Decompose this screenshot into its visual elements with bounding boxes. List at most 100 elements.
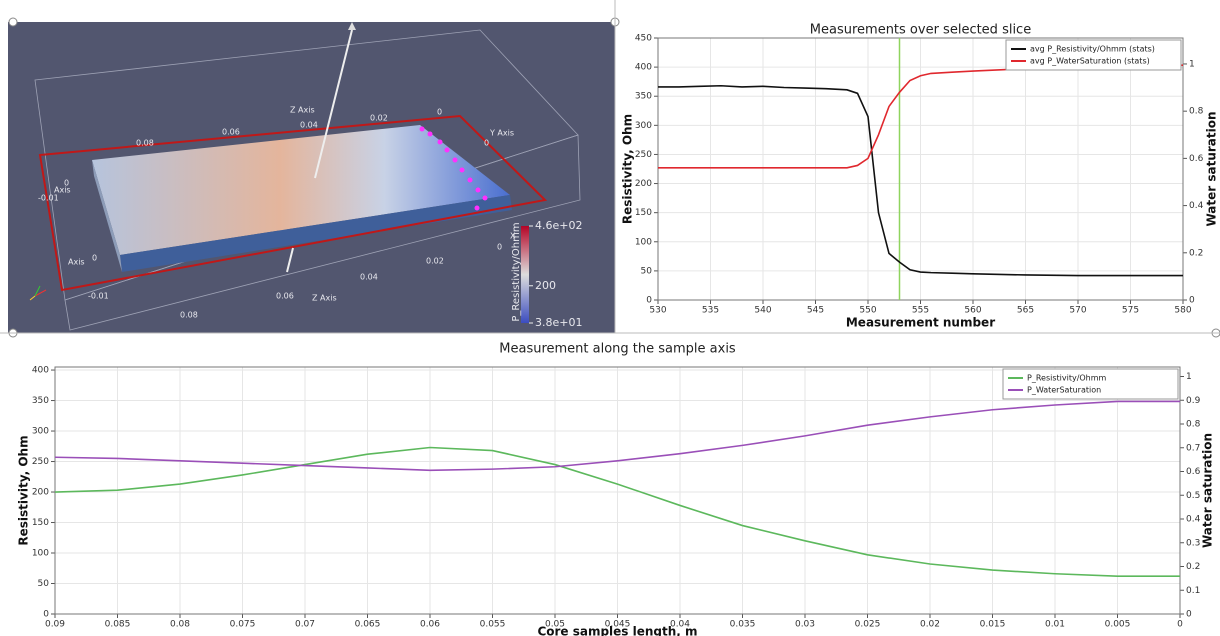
x-tick-label: 540 [754, 306, 771, 316]
paraview-window: Z Axis Y Axis Axis Axis X Z Axis 0.08 0.… [0, 0, 1220, 636]
tick-label: 0 [497, 243, 502, 252]
y2-tick-label: 0.2 [1189, 248, 1203, 258]
y2-tick-label: 0 [1186, 610, 1192, 620]
x-tick-label: 555 [912, 306, 929, 316]
tick-label: 0.02 [426, 257, 444, 266]
x-tick-label: 530 [649, 306, 666, 316]
axis-label: Axis [68, 258, 85, 267]
render-view[interactable]: Z Axis Y Axis Axis Axis X Z Axis 0.08 0.… [8, 22, 615, 333]
y-tick-label: 450 [635, 34, 652, 44]
colorbar-tick-label: 4.6e+02 [535, 219, 582, 232]
x-tick-label: 0.06 [420, 620, 440, 630]
x-tick-label: 0.025 [855, 620, 881, 630]
axis-label: Z Axis [290, 106, 315, 115]
y-tick-label: 400 [32, 366, 49, 376]
y-tick-label: 200 [32, 488, 49, 498]
x-tick-label: 560 [964, 306, 981, 316]
x-tick-label: 0.04 [670, 620, 690, 630]
y-tick-label: 350 [635, 92, 652, 102]
legend-label: P_Resistivity/Ohmm [1027, 374, 1107, 383]
x-tick-label: 0.02 [920, 620, 940, 630]
tick-label: 0.06 [222, 128, 240, 137]
x-tick-label: 575 [1122, 306, 1139, 316]
x-tick-label: 0.065 [355, 620, 381, 630]
legend-label: avg P_WaterSaturation (stats) [1030, 57, 1150, 66]
y-tick-label: 300 [635, 121, 652, 131]
tick-label: 0.06 [276, 292, 294, 301]
y-tick-label: 100 [635, 237, 652, 247]
tick-label: -0.01 [38, 194, 59, 203]
x-tick-label: 550 [859, 306, 876, 316]
y2-tick-label: 0.4 [1186, 515, 1201, 525]
y2-tick-label: 0.2 [1186, 562, 1200, 572]
x-tick-label: 0.09 [45, 620, 65, 630]
y-tick-label: 50 [641, 266, 653, 276]
x-tick-label: 0.005 [1105, 620, 1131, 630]
y2-tick-label: 0.3 [1186, 538, 1200, 548]
tick-label: 0.04 [360, 273, 378, 282]
y2-tick-label: 0.6 [1186, 467, 1201, 477]
tick-label: 0 [484, 139, 489, 148]
y-tick-label: 0 [43, 610, 49, 620]
chart-title: Measurements over selected slice [810, 23, 1031, 38]
colorbar-title: P_Resistivity/Ohmm [511, 222, 522, 321]
y-tick-label: 150 [32, 518, 49, 528]
y2-axis-label: Water saturation [1205, 111, 1219, 226]
y-tick-label: 300 [32, 427, 49, 437]
tick-label: 0.08 [136, 139, 154, 148]
y-tick-label: 50 [38, 579, 50, 589]
tick-label: 0.02 [370, 114, 388, 123]
y-tick-label: 0 [646, 296, 652, 306]
y-tick-label: 250 [32, 457, 49, 467]
y2-tick-label: 1 [1189, 59, 1195, 69]
x-tick-label: 0.07 [295, 620, 315, 630]
x-tick-label: 535 [702, 306, 719, 316]
x-tick-label: 0 [1177, 620, 1183, 630]
x-tick-label: 0.05 [545, 620, 565, 630]
axis-label: Z Axis [312, 294, 337, 303]
y2-tick-label: 0.8 [1186, 420, 1201, 430]
y2-tick-label: 0.1 [1186, 586, 1200, 596]
y-tick-label: 200 [635, 179, 652, 189]
chart-title: Measurement along the sample axis [499, 342, 736, 357]
axis-label: Y Axis [489, 129, 514, 138]
x-tick-label: 545 [807, 306, 824, 316]
y-tick-label: 100 [32, 549, 49, 559]
x-tick-label: 565 [1017, 306, 1034, 316]
x-tick-label: 0.015 [980, 620, 1006, 630]
legend-label: P_WaterSaturation [1027, 386, 1101, 395]
y2-tick-label: 0.7 [1186, 443, 1200, 453]
tick-label: 0.08 [180, 311, 198, 320]
y2-tick-label: 0.8 [1189, 107, 1204, 117]
y2-tick-label: 0.9 [1186, 396, 1201, 406]
x-tick-label: 0.075 [230, 620, 256, 630]
y-tick-label: 250 [635, 150, 652, 160]
y-tick-label: 150 [635, 208, 652, 218]
y-axis-label: Resistivity, Ohm [17, 435, 31, 545]
y2-tick-label: 0.5 [1186, 491, 1200, 501]
y-tick-label: 400 [635, 63, 652, 73]
x-axis-label: Measurement number [846, 316, 995, 330]
y-axis-label: Resistivity, Ohm [621, 114, 635, 224]
x-tick-label: 580 [1174, 306, 1191, 316]
legend-label: avg P_Resistivity/Ohmm (stats) [1030, 45, 1155, 54]
colorbar-tick-label: 3.8e+01 [535, 316, 582, 329]
y2-tick-label: 0 [1189, 296, 1195, 306]
y2-axis-label: Water saturation [1201, 433, 1215, 548]
tick-label: 0 [64, 179, 69, 188]
colorbar [521, 226, 529, 323]
y2-tick-label: 1 [1186, 372, 1192, 382]
x-tick-label: 0.035 [730, 620, 756, 630]
x-tick-label: 570 [1069, 306, 1086, 316]
colorbar-tick-label: 200 [535, 279, 556, 292]
tick-label: 0 [437, 108, 442, 117]
y2-tick-label: 0.6 [1189, 154, 1204, 164]
x-tick-label: 0.08 [170, 620, 190, 630]
y-tick-label: 350 [32, 396, 49, 406]
tick-label: 0 [92, 254, 97, 263]
x-tick-label: 0.045 [605, 620, 631, 630]
tick-label: 0.04 [300, 121, 318, 130]
x-tick-label: 0.01 [1045, 620, 1065, 630]
x-tick-label: 0.055 [480, 620, 506, 630]
tick-label: -0.01 [88, 292, 109, 301]
